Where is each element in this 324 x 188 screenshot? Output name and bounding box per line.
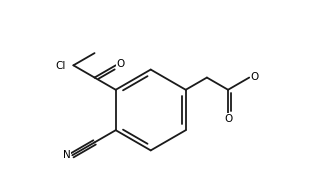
Text: O: O	[117, 59, 125, 69]
Text: O: O	[225, 114, 233, 124]
Text: N: N	[63, 150, 71, 160]
Text: Cl: Cl	[55, 61, 66, 71]
Text: O: O	[250, 72, 259, 82]
